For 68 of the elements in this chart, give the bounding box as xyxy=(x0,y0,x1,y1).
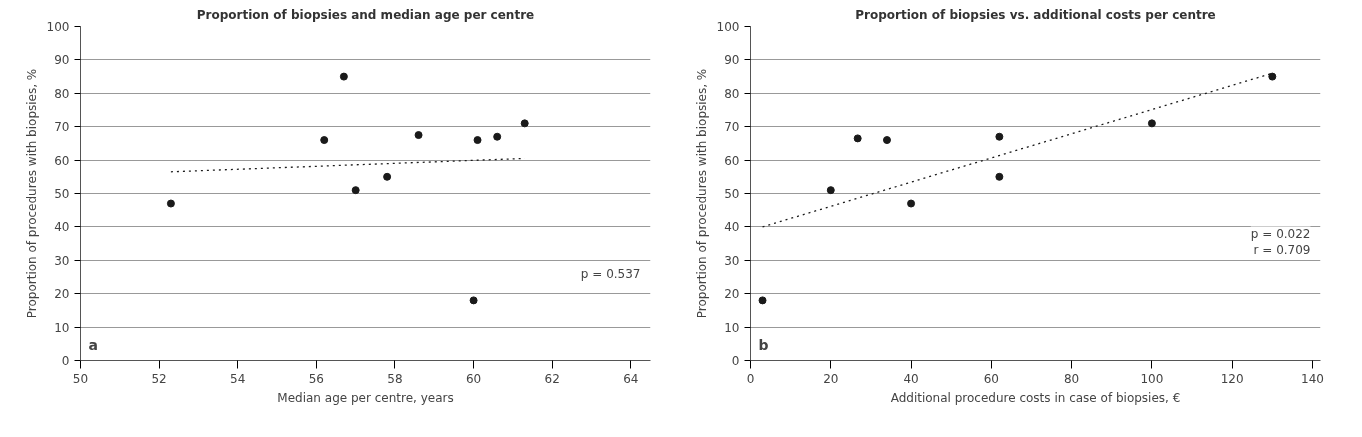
point xyxy=(520,119,529,128)
point xyxy=(826,186,835,195)
point xyxy=(1147,119,1156,128)
y-tick-label: 30 xyxy=(54,253,70,268)
point xyxy=(882,136,891,145)
y-tick-label: 90 xyxy=(54,53,70,68)
y-tick-label: 80 xyxy=(54,86,70,101)
x-tick-label: 52 xyxy=(151,371,167,386)
annotation: p = 0.022 xyxy=(1250,226,1311,241)
point xyxy=(339,72,348,81)
point xyxy=(995,172,1004,181)
y-axis-title: Proportion of procedures with biopsies, % xyxy=(24,68,39,319)
y-tick-label: 60 xyxy=(54,153,70,168)
y-tick-label: 50 xyxy=(724,187,740,201)
point xyxy=(469,296,478,305)
y-tick-label: 70 xyxy=(724,120,740,135)
annotation: b xyxy=(758,336,769,353)
y-tick-label: 0 xyxy=(731,354,740,368)
y-tick-label: 40 xyxy=(54,220,70,235)
x-tick-label: 62 xyxy=(544,371,560,386)
y-tick-label: 20 xyxy=(54,287,70,302)
point xyxy=(166,199,175,208)
annotation: a xyxy=(88,336,98,353)
y-tick-label: 90 xyxy=(724,53,740,68)
point xyxy=(493,132,502,141)
chart-title: Proportion of biopsies vs. additional costs per centre xyxy=(855,7,1216,22)
y-tick-label: 70 xyxy=(54,120,70,135)
point xyxy=(853,134,862,143)
x-axis-title: Additional procedure costs in case of biopsies, € xyxy=(890,390,1181,405)
point xyxy=(473,136,482,145)
y-tick-label: 40 xyxy=(724,220,740,235)
point xyxy=(758,296,767,305)
x-tick-label: 20 xyxy=(823,371,839,386)
x-tick-label: 64 xyxy=(623,371,639,386)
x-tick-label: 60 xyxy=(465,371,482,386)
point xyxy=(351,186,360,195)
x-tick-label: 54 xyxy=(230,371,246,386)
annotation: p = 0.537 xyxy=(580,266,641,281)
point xyxy=(907,199,916,208)
y-tick-label: 10 xyxy=(54,320,70,335)
x-tick-label: 0 xyxy=(746,371,755,386)
point xyxy=(1268,72,1277,81)
y-axis-title: Proportion of procedures with biopsies, % xyxy=(694,68,709,319)
y-tick-label: 50 xyxy=(54,187,70,201)
x-tick-label: 80 xyxy=(1063,371,1080,386)
x-tick-label: 58 xyxy=(387,371,403,386)
point xyxy=(383,172,392,181)
x-tick-label: 100 xyxy=(1140,371,1164,386)
chart-title: Proportion of biopsies and median age per centre xyxy=(196,7,535,22)
y-tick-label: 30 xyxy=(724,253,740,268)
x-tick-label: 56 xyxy=(308,371,325,386)
point xyxy=(320,136,329,145)
point xyxy=(414,131,423,140)
x-tick-label: 60 xyxy=(983,371,999,386)
annotation: r = 0.709 xyxy=(1253,242,1311,257)
y-tick-label: 20 xyxy=(724,287,740,302)
x-tick-label: 140 xyxy=(1301,371,1324,386)
point xyxy=(995,132,1004,141)
y-tick-label: 80 xyxy=(724,86,740,101)
y-tick-label: 0 xyxy=(61,354,70,368)
y-tick-label: 100 xyxy=(46,20,70,34)
x-tick-label: 50 xyxy=(72,371,89,386)
y-tick-label: 60 xyxy=(724,153,740,168)
x-tick-label: 120 xyxy=(1220,371,1244,386)
x-tick-label: 40 xyxy=(903,371,919,386)
x-axis-title: Median age per centre, years xyxy=(277,390,454,405)
y-tick-label: 10 xyxy=(724,320,740,335)
y-tick-label: 100 xyxy=(716,20,740,34)
